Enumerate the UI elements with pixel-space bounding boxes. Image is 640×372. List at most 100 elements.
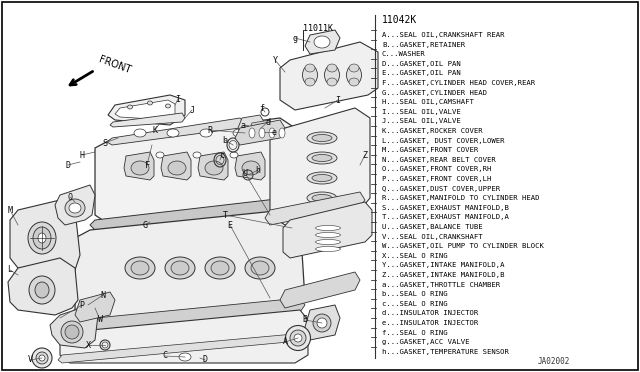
Text: S...GASKET,EXHAUST MANIFOLD,B: S...GASKET,EXHAUST MANIFOLD,B (382, 205, 509, 211)
Text: K: K (152, 125, 157, 135)
Ellipse shape (327, 78, 337, 86)
Ellipse shape (294, 334, 302, 342)
Polygon shape (95, 118, 295, 225)
Text: N...GASKET,REAR BELT COVER: N...GASKET,REAR BELT COVER (382, 157, 496, 163)
Ellipse shape (61, 321, 83, 343)
Text: FRONT: FRONT (97, 55, 132, 76)
Ellipse shape (65, 199, 85, 217)
Polygon shape (60, 310, 308, 363)
Polygon shape (8, 258, 78, 315)
Ellipse shape (251, 261, 269, 275)
Ellipse shape (211, 261, 229, 275)
Text: b...SEAL O RING: b...SEAL O RING (382, 291, 447, 297)
Ellipse shape (245, 257, 275, 279)
Text: X...SEAL O RING: X...SEAL O RING (382, 253, 447, 259)
Text: A...SEAL OIL,CRANKSHAFT REAR: A...SEAL OIL,CRANKSHAFT REAR (382, 32, 504, 38)
Ellipse shape (39, 355, 45, 361)
Text: h...GASKET,TEMPERATURE SENSOR: h...GASKET,TEMPERATURE SENSOR (382, 349, 509, 355)
Polygon shape (108, 95, 185, 125)
Polygon shape (198, 152, 228, 180)
Text: I: I (175, 94, 180, 103)
Ellipse shape (305, 64, 315, 72)
Polygon shape (305, 30, 340, 54)
Text: M...GASKET,FRONT COVER: M...GASKET,FRONT COVER (382, 147, 478, 153)
Polygon shape (238, 115, 264, 135)
Text: 11011K: 11011K (303, 23, 333, 32)
Text: d: d (266, 118, 271, 126)
Ellipse shape (346, 65, 362, 85)
Ellipse shape (307, 152, 337, 164)
Polygon shape (107, 118, 245, 145)
Ellipse shape (307, 192, 337, 204)
Text: W...GASKET,OIL PUMP TO CYLINDER BLOCK: W...GASKET,OIL PUMP TO CYLINDER BLOCK (382, 243, 544, 249)
Text: B: B (303, 315, 307, 324)
Ellipse shape (269, 128, 275, 138)
Text: V...SEAL OIL,CRANKSHAFT: V...SEAL OIL,CRANKSHAFT (382, 234, 483, 240)
Text: I: I (335, 96, 340, 105)
Polygon shape (249, 120, 272, 137)
Ellipse shape (313, 314, 331, 332)
Text: D...GASKET,OIL PAN: D...GASKET,OIL PAN (382, 61, 461, 67)
Text: N: N (100, 291, 106, 299)
Ellipse shape (205, 257, 235, 279)
Polygon shape (110, 113, 185, 127)
Text: A: A (282, 337, 287, 346)
Text: I...SEAL OIL,VALVE: I...SEAL OIL,VALVE (382, 109, 461, 115)
Ellipse shape (200, 129, 212, 137)
Ellipse shape (171, 261, 189, 275)
Text: a: a (241, 121, 246, 129)
Text: B...GASKET,RETAINER: B...GASKET,RETAINER (382, 42, 465, 48)
Ellipse shape (179, 353, 191, 361)
Text: R...GASKET,MANIFOLD TO CYLINDER HEAD: R...GASKET,MANIFOLD TO CYLINDER HEAD (382, 195, 540, 201)
Polygon shape (90, 198, 290, 230)
Ellipse shape (312, 174, 332, 182)
Ellipse shape (307, 132, 337, 144)
Text: g...GASKET,ACC VALVE: g...GASKET,ACC VALVE (382, 339, 470, 345)
Text: f...SEAL O RING: f...SEAL O RING (382, 330, 447, 336)
Polygon shape (305, 305, 340, 340)
Ellipse shape (327, 64, 337, 72)
Ellipse shape (156, 152, 164, 158)
Polygon shape (235, 152, 265, 180)
Text: f: f (259, 103, 264, 112)
Text: L...GASKET, DUST COVER,LOWER: L...GASKET, DUST COVER,LOWER (382, 138, 504, 144)
Text: W: W (97, 315, 102, 324)
Polygon shape (235, 120, 285, 145)
Text: C: C (163, 352, 168, 360)
Text: J: J (189, 106, 195, 115)
Text: P...GASKET,FRONT COVER,LH: P...GASKET,FRONT COVER,LH (382, 176, 492, 182)
Ellipse shape (36, 352, 48, 364)
Text: V: V (28, 356, 33, 365)
Ellipse shape (33, 227, 51, 249)
Ellipse shape (249, 128, 255, 138)
Text: Z...GASKET,INTAKE MANIFOLD,B: Z...GASKET,INTAKE MANIFOLD,B (382, 272, 504, 278)
Text: P: P (79, 301, 84, 310)
Polygon shape (58, 333, 310, 363)
Polygon shape (161, 152, 191, 180)
Ellipse shape (168, 161, 186, 175)
Text: Y...GASKET,INTAKE MANIFOLD,A: Y...GASKET,INTAKE MANIFOLD,A (382, 262, 504, 269)
Text: a...GASKET,THROTTLE CHAMBER: a...GASKET,THROTTLE CHAMBER (382, 282, 500, 288)
Ellipse shape (279, 128, 285, 138)
Text: d...INSULATOR INJECTOR: d...INSULATOR INJECTOR (382, 310, 478, 317)
Polygon shape (124, 152, 154, 180)
Text: D: D (202, 356, 207, 365)
Polygon shape (50, 305, 98, 348)
Ellipse shape (233, 129, 245, 137)
Text: G: G (143, 221, 147, 230)
Polygon shape (283, 202, 372, 258)
Text: E...GASKET,OIL PAN: E...GASKET,OIL PAN (382, 70, 461, 76)
Ellipse shape (32, 348, 52, 368)
Polygon shape (265, 192, 365, 225)
Ellipse shape (69, 203, 81, 213)
Ellipse shape (312, 195, 332, 202)
Ellipse shape (259, 128, 265, 138)
Ellipse shape (314, 36, 330, 48)
Text: F: F (145, 160, 150, 170)
Text: S: S (102, 138, 108, 148)
Polygon shape (55, 185, 95, 225)
Text: X: X (86, 340, 90, 350)
Ellipse shape (316, 225, 340, 231)
Text: J...SEAL OIL,VALVE: J...SEAL OIL,VALVE (382, 118, 461, 124)
Ellipse shape (38, 233, 46, 243)
